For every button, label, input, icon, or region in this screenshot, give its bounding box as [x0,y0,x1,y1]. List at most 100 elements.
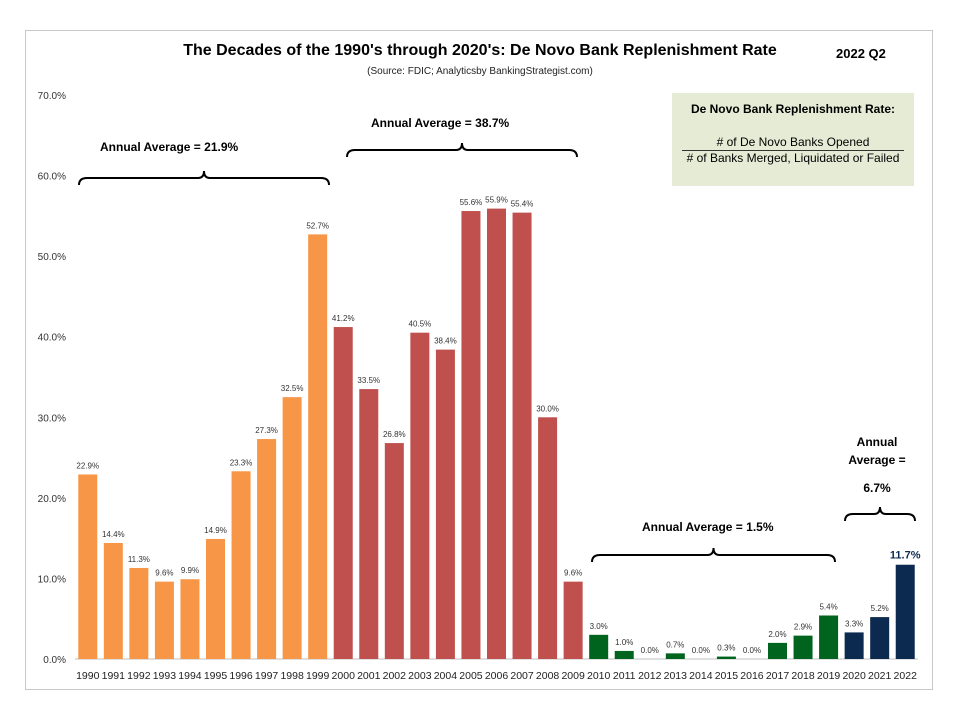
data-label-1995: 14.9% [204,526,227,535]
bar-1990 [78,474,98,659]
annotation-2020s-line2: Average = [848,453,905,467]
data-label-2007: 55.4% [511,200,534,209]
bar-2010 [589,634,609,659]
bar-2005 [461,211,481,659]
data-label-2019: 5.4% [819,602,837,611]
x-tick-label: 2009 [561,670,585,682]
bar-2000 [333,327,353,659]
x-tick-label: 2006 [485,670,509,682]
data-label-2012: 0.0% [641,646,659,655]
x-tick-label: 1995 [204,670,228,682]
bar-2011 [614,650,634,659]
x-tick-label: 1998 [280,670,304,682]
x-tick-label: 2018 [791,670,815,682]
data-label-1999: 52.7% [306,221,329,230]
x-tick-label: 1996 [229,670,253,682]
x-tick-label: 2003 [408,670,432,682]
bar-2019 [819,615,839,659]
data-label-1997: 27.3% [255,426,278,435]
data-label-2002: 26.8% [383,430,406,439]
bars: 22.9% 14.4% 11.3% 9.6% 9.9% 14.9% 23.3% 27.3% 32… [76,196,921,660]
bar-2021 [870,617,890,659]
data-label-2018: 2.9% [794,623,812,632]
data-label-2008: 30.0% [536,404,559,413]
bar-2018 [793,635,813,659]
legend-fraction-line [682,150,904,151]
bar-2003 [410,332,430,659]
data-label-2006: 55.9% [485,196,508,205]
x-axis: 1990 1991 1992 1993 1994 1995 1996 1997 1998 1999… [76,670,917,682]
x-tick-label: 1997 [255,670,279,682]
x-tick-label: 2011 [613,670,636,682]
bar-2015 [716,656,736,659]
data-label-1991: 14.4% [102,530,125,539]
data-label-2016: 0.0% [743,646,761,655]
y-tick-label: 10.0% [38,574,66,585]
brace-2000s [346,142,578,158]
y-tick-label: 50.0% [38,252,66,263]
annotation-2010s-average: Annual Average = 1.5% [642,520,774,534]
x-tick-label: 2008 [536,670,560,682]
data-label-2022: 11.7% [890,550,921,562]
x-tick-label: 2005 [459,670,483,682]
bar-2017 [768,642,787,659]
x-tick-label: 2019 [817,670,841,682]
y-tick-label: 20.0% [38,494,66,505]
x-tick-label: 2001 [357,670,381,682]
y-tick-label: 60.0% [38,172,66,183]
x-tick-label: 2012 [638,670,662,682]
bar-2008 [538,417,558,659]
brace-2020s [844,506,916,522]
x-tick-label: 1999 [306,670,330,682]
annotation-2000s-average: Annual Average = 38.7% [371,116,510,130]
data-label-1993: 9.6% [155,569,173,578]
data-label-1994: 9.9% [181,566,199,575]
data-label-2003: 40.5% [409,320,432,329]
brace-1990s [78,170,330,186]
x-tick-label: 2004 [434,670,458,682]
x-tick-label: 1994 [178,670,202,682]
chart-subtitle: (Source: FDIC; Analyticsby BankingStrate… [367,66,593,77]
bar-2022 [895,564,915,659]
legend-title: De Novo Bank Replenishment Rate: [690,102,896,116]
formula-legend-box: De Novo Bank Replenishment Rate: # of De… [672,93,914,186]
x-tick-label: 2002 [383,670,407,682]
bar-2009 [563,581,583,659]
x-tick-label: 2017 [766,670,790,682]
data-label-2014: 0.0% [692,646,710,655]
bar-1993 [154,581,174,659]
data-label-2009: 9.6% [564,569,582,578]
x-tick-label: 2010 [587,670,611,682]
x-tick-label: 1993 [153,670,177,682]
data-label-2021: 5.2% [871,604,889,613]
bar-2001 [359,389,379,659]
x-tick-label: 2015 [715,670,739,682]
data-label-2020: 3.3% [845,619,863,628]
data-label-2001: 33.5% [357,376,380,385]
brace-2010s [591,547,836,563]
data-label-1990: 22.9% [76,461,99,470]
annotation-2020s-value: 6.7% [863,481,891,495]
y-tick-label: 70.0% [38,91,66,102]
bar-1992 [129,567,149,659]
bar-2004 [435,349,455,659]
x-tick-label: 2014 [689,670,713,682]
x-tick-label: 1990 [76,670,100,682]
bar-1994 [180,579,200,659]
x-tick-label: 2020 [842,670,866,682]
bar-1998 [282,397,302,659]
period-label: 2022 Q2 [836,46,886,61]
legend-denominator: # of Banks Merged, Liquidated or Failed [686,151,900,165]
bar-1999 [308,234,328,660]
bar-1997 [257,439,277,659]
bar-1996 [231,471,251,659]
legend-numerator: # of De Novo Banks Opened [716,135,870,149]
data-label-1996: 23.3% [230,458,253,467]
chart-frame [25,30,933,690]
y-tick-label: 40.0% [38,333,66,344]
x-tick-label: 2000 [332,670,356,682]
y-tick-label: 0.0% [43,655,66,666]
bar-2013 [665,653,685,659]
average-brackets [78,142,916,563]
